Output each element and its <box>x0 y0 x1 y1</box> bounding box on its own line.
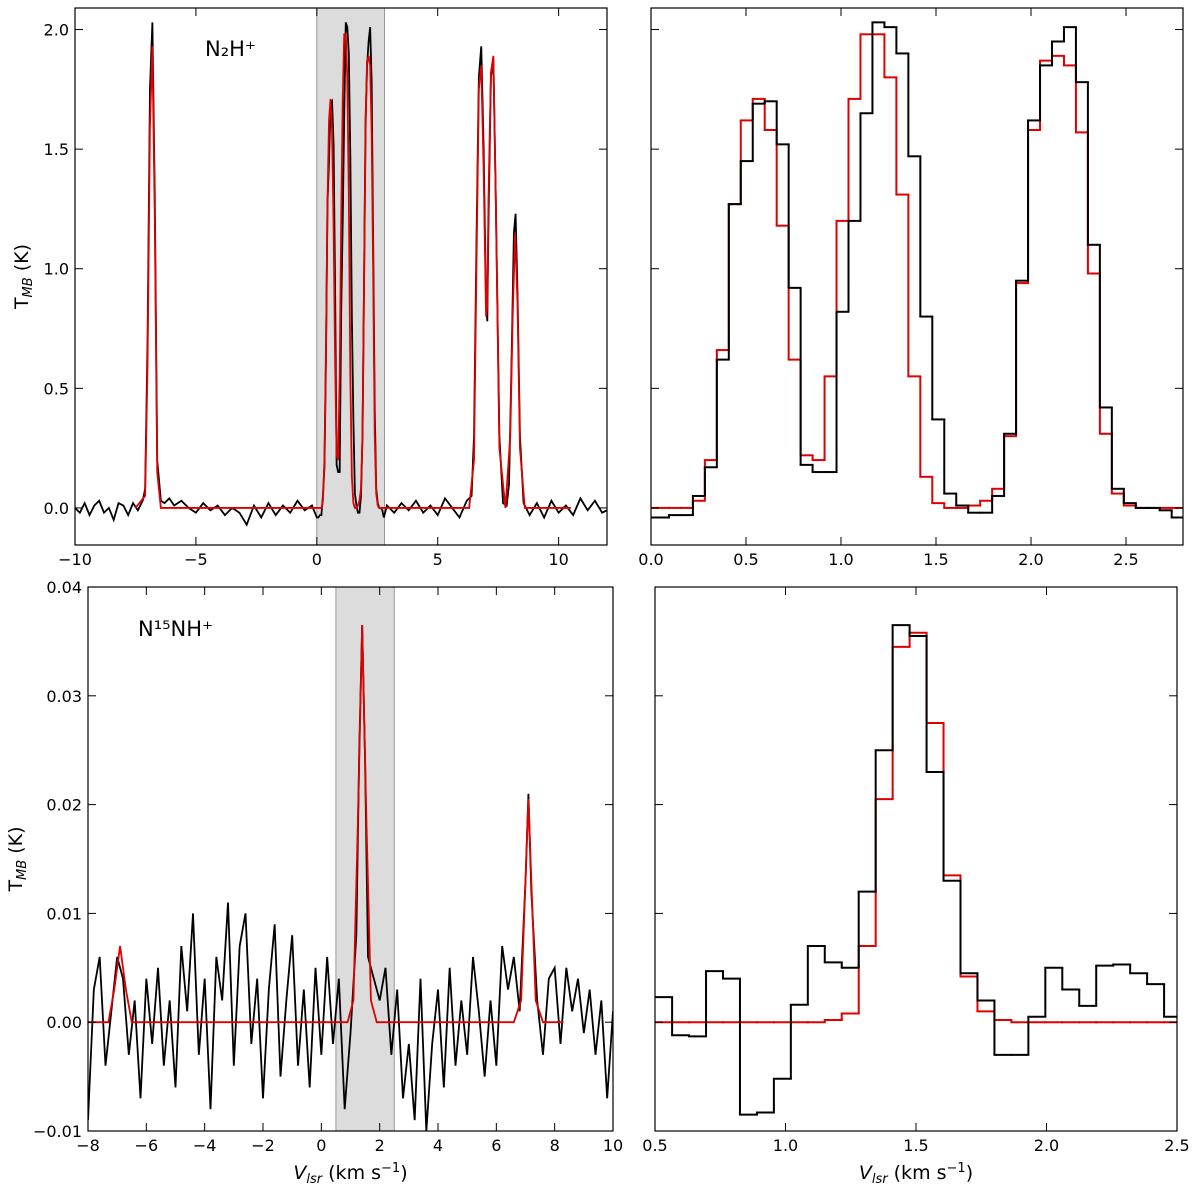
y-tick-label: 0.02 <box>46 796 82 815</box>
plot-area <box>75 22 607 527</box>
spectrum-line <box>134 33 571 509</box>
panel: 0.0 0.5 1.0 1.5 2.0 2.5 <box>638 7 1184 569</box>
x-tick-label: 1.0 <box>773 1136 798 1155</box>
y-tick-label: 1.0 <box>44 260 69 279</box>
x-tick-label: −8 <box>76 1136 100 1155</box>
x-tick-label: 8 <box>550 1136 560 1155</box>
label-sub: lsr <box>306 1172 323 1187</box>
x-tick-label: 6 <box>491 1136 501 1155</box>
label-end: ) <box>400 1162 407 1184</box>
axes-frame <box>74 7 608 546</box>
panel: −10 −5 0 5 10 0.0 0.5 1.0 1.5 2.0 N₂H⁺ TMB (K) <box>11 7 608 569</box>
label-end: ) <box>966 1162 973 1184</box>
x-tick-label: 1.0 <box>828 550 853 569</box>
x-tick-label: 0 <box>316 1136 326 1155</box>
y-tick-label: 0.00 <box>46 1013 82 1032</box>
label-unit: (K) <box>11 244 33 277</box>
step-riser <box>671 625 1166 1115</box>
x-tick-label: −5 <box>184 550 208 569</box>
y-tick-label: 0.01 <box>46 904 82 923</box>
plot-area <box>651 21 1183 519</box>
y-tick-label: 0.0 <box>44 499 69 518</box>
label-main: T <box>5 880 27 893</box>
x-tick-label: 1.5 <box>923 550 948 569</box>
x-tick-label: 2.0 <box>1018 550 1043 569</box>
spectrum-line <box>88 625 564 1024</box>
x-tick-label: −6 <box>135 1136 159 1155</box>
x-tick-label: 10 <box>548 550 568 569</box>
axes-frame <box>654 586 1178 1132</box>
label-unit: (km s <box>322 1162 381 1184</box>
x-tick-label: 1.5 <box>903 1136 928 1155</box>
label-sub: lsr <box>872 1172 889 1187</box>
label-sup: −1 <box>947 1161 966 1176</box>
x-tick-label: 2.5 <box>1113 550 1138 569</box>
label-sup: −1 <box>381 1161 400 1176</box>
x-tick-label: 0.5 <box>642 1136 667 1155</box>
y-axis-label: TMB (K) <box>11 244 36 310</box>
annotation: N¹⁵NH⁺ <box>138 617 213 641</box>
label-main: V <box>859 1162 874 1184</box>
step-riser <box>667 22 1173 518</box>
panel: −8 −6 −4 −2 0 2 4 6 8 10 −0.01 0.00 0.01 0.02 0.03 0.04… <box>5 578 623 1187</box>
panel: 0.5 1.0 1.5 2.0 2.5 Vlsr (km s−1) <box>642 586 1190 1187</box>
annotation: N₂H⁺ <box>205 37 256 61</box>
axes-frame <box>650 7 1184 546</box>
x-axis-label: Vlsr (km s−1) <box>293 1161 407 1187</box>
label-unit: (K) <box>5 826 27 859</box>
y-tick-label: 1.5 <box>44 140 69 159</box>
x-tick-label: 4 <box>433 1136 443 1155</box>
y-tick-label: 0.5 <box>44 379 69 398</box>
x-tick-label: 10 <box>603 1136 623 1155</box>
y-tick-label: 0.04 <box>46 578 82 597</box>
x-tick-label: −2 <box>251 1136 275 1155</box>
label-sub: MB <box>21 277 36 297</box>
y-axis-label: TMB (K) <box>5 826 30 892</box>
step-riser <box>823 632 1013 1023</box>
label-main: V <box>293 1162 308 1184</box>
x-tick-label: −4 <box>193 1136 217 1155</box>
axes-frame <box>87 586 614 1132</box>
x-tick-label: 2.0 <box>1034 1136 1059 1155</box>
x-tick-label: 2.5 <box>1164 1136 1189 1155</box>
x-tick-label: −10 <box>58 550 92 569</box>
shade-region <box>335 586 395 1132</box>
plot-area <box>655 624 1177 1116</box>
plot-area <box>88 625 613 1131</box>
step-riser <box>691 34 1137 508</box>
x-tick-label: 2 <box>375 1136 385 1155</box>
x-axis-label: Vlsr (km s−1) <box>859 1161 973 1187</box>
label-sub: MB <box>15 860 30 880</box>
y-tick-label: −0.01 <box>33 1122 82 1141</box>
label-main: T <box>11 297 33 310</box>
x-tick-label: 0.0 <box>638 550 663 569</box>
y-tick-label: 2.0 <box>44 21 69 40</box>
y-tick-label: 0.03 <box>46 687 82 706</box>
x-tick-label: 0.5 <box>733 550 758 569</box>
x-tick-label: 5 <box>433 550 443 569</box>
x-tick-label: 0 <box>312 550 322 569</box>
label-unit: (km s <box>888 1162 947 1184</box>
